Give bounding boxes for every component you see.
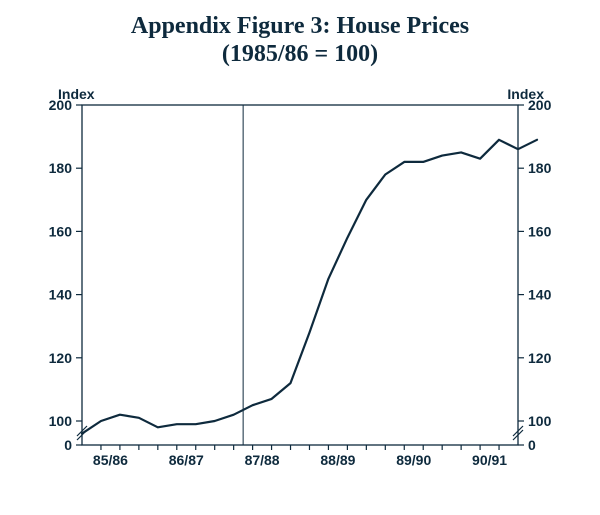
x-tick-label: 89/90 [396,452,431,468]
y-tick-label-left: 120 [49,349,73,365]
y-tick-label-right: 0 [528,437,536,453]
x-tick-label: 88/89 [320,452,355,468]
chart-title: Appendix Figure 3: House Prices (1985/86… [16,12,584,69]
chart-title-line1: Appendix Figure 3: House Prices [16,12,584,40]
x-tick-label: 86/87 [169,452,204,468]
y-tick-label-right: 100 [528,413,552,429]
y-axis-label-left: Index [58,86,95,102]
y-tick-label-right: 120 [528,349,552,365]
y-tick-label-left: 140 [49,286,73,302]
y-tick-label-right: 180 [528,160,552,176]
y-tick-label-right: 160 [528,223,552,239]
house-prices-chart: 00100100120120140140160160180180200200In… [20,75,580,495]
chart-title-line2: (1985/86 = 100) [16,40,584,68]
plot-border [82,105,518,445]
y-tick-label-left: 180 [49,160,73,176]
x-tick-label: 85/86 [93,452,128,468]
series-line [82,139,537,433]
x-tick-label: 90/91 [472,452,507,468]
x-tick-label: 87/88 [245,452,280,468]
y-tick-label-left: 0 [64,437,72,453]
y-axis-label-right: Index [507,86,544,102]
y-tick-label-left: 100 [49,413,73,429]
y-tick-label-right: 140 [528,286,552,302]
y-tick-label-left: 160 [49,223,73,239]
